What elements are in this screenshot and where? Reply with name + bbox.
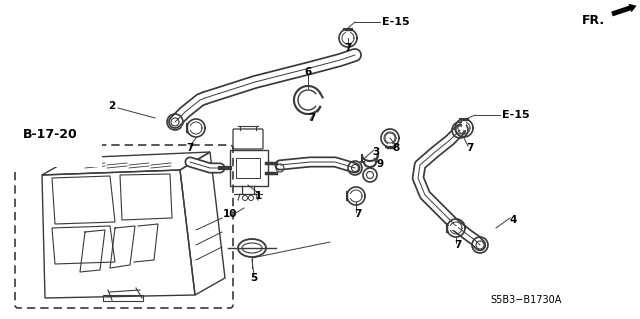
Text: E-15: E-15: [502, 110, 530, 120]
FancyArrow shape: [611, 4, 637, 16]
Text: 9: 9: [376, 159, 383, 169]
Text: S5B3−B1730A: S5B3−B1730A: [490, 295, 561, 305]
Text: 7: 7: [467, 143, 474, 153]
Text: 4: 4: [509, 215, 516, 225]
Text: 6: 6: [305, 67, 312, 77]
FancyArrow shape: [61, 145, 75, 160]
Text: 7: 7: [186, 143, 194, 153]
Text: E-15: E-15: [382, 17, 410, 27]
Text: 8: 8: [392, 143, 399, 153]
Text: 7: 7: [344, 43, 352, 53]
Text: 2: 2: [108, 101, 116, 111]
Text: 7: 7: [308, 113, 316, 123]
Text: FR.: FR.: [582, 13, 605, 26]
Text: 1: 1: [254, 191, 262, 201]
Bar: [103, 295, 143, 301]
Text: B-17-20: B-17-20: [22, 129, 77, 142]
Text: 10: 10: [223, 209, 237, 219]
Text: 7: 7: [355, 209, 362, 219]
Text: 5: 5: [250, 273, 258, 283]
Text: 3: 3: [372, 147, 380, 157]
Bar: [236, 158, 260, 178]
Text: 7: 7: [454, 240, 461, 250]
